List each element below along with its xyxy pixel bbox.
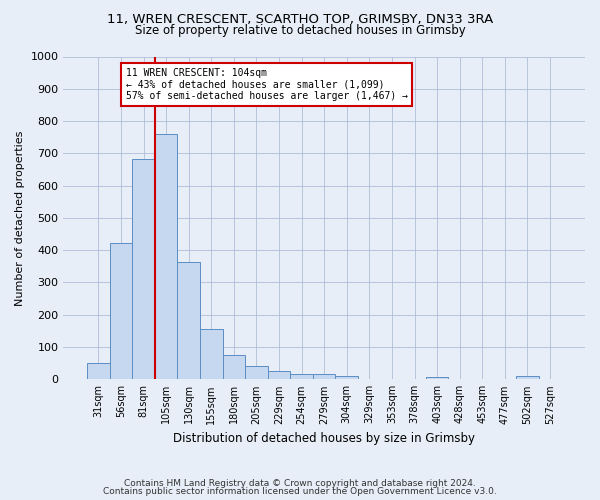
Bar [178, 262, 200, 380]
X-axis label: Distribution of detached houses by size in Grimsby: Distribution of detached houses by size … [173, 432, 475, 445]
Y-axis label: Number of detached properties: Number of detached properties [15, 130, 25, 306]
Text: Contains public sector information licensed under the Open Government Licence v3: Contains public sector information licen… [103, 487, 497, 496]
Bar [87, 362, 110, 380]
Bar [223, 355, 245, 380]
Bar [268, 370, 290, 380]
Bar [132, 159, 155, 380]
Bar [245, 366, 268, 380]
Text: 11 WREN CRESCENT: 104sqm
← 43% of detached houses are smaller (1,099)
57% of sem: 11 WREN CRESCENT: 104sqm ← 43% of detach… [125, 68, 407, 101]
Text: Contains HM Land Registry data © Crown copyright and database right 2024.: Contains HM Land Registry data © Crown c… [124, 478, 476, 488]
Text: 11, WREN CRESCENT, SCARTHO TOP, GRIMSBY, DN33 3RA: 11, WREN CRESCENT, SCARTHO TOP, GRIMSBY,… [107, 12, 493, 26]
Bar [155, 134, 178, 380]
Bar [516, 376, 539, 380]
Bar [110, 243, 132, 380]
Bar [313, 374, 335, 380]
Bar [290, 374, 313, 380]
Bar [200, 330, 223, 380]
Bar [335, 376, 358, 380]
Bar [426, 376, 448, 380]
Text: Size of property relative to detached houses in Grimsby: Size of property relative to detached ho… [134, 24, 466, 37]
